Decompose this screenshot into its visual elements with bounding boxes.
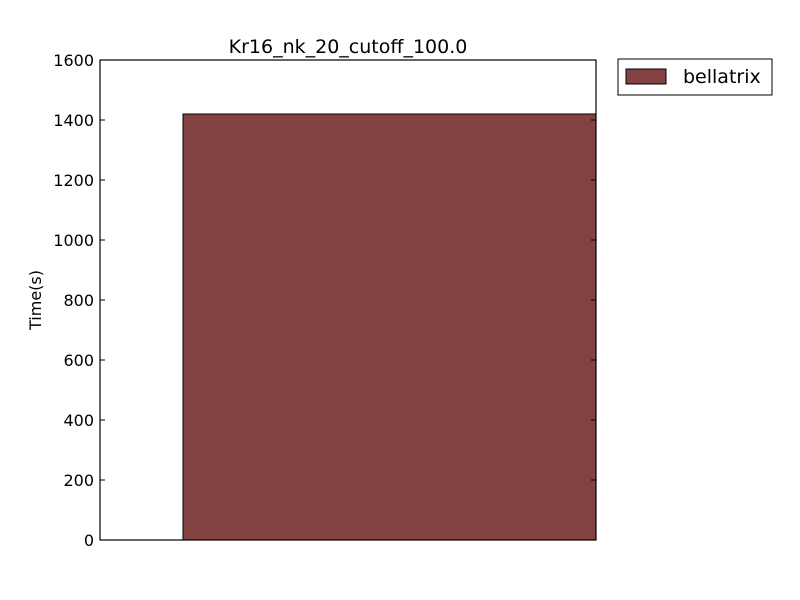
y-ticks-group: 0 200 400 600 800 1000 1200 1400 1600	[53, 51, 596, 550]
y-tick-label: 800	[63, 291, 94, 310]
y-tick-label: 600	[63, 351, 94, 370]
y-tick-label: 0	[84, 531, 94, 550]
y-tick-label: 400	[63, 411, 94, 430]
chart-title: Kr16_nk_20_cutoff_100.0	[229, 36, 468, 58]
y-tick-label: 1600	[53, 51, 94, 70]
bar-bellatrix-0	[182, 113, 597, 541]
bars-group	[182, 113, 597, 541]
y-axis-label: Time(s)	[26, 270, 45, 331]
y-tick-label: 1000	[53, 231, 94, 250]
y-tick-label: 200	[63, 471, 94, 490]
y-tick-label: 1200	[53, 171, 94, 190]
legend: bellatrix	[617, 58, 773, 96]
legend-label: bellatrix	[683, 66, 761, 88]
y-tick-label: 1400	[53, 111, 94, 130]
legend-swatch	[625, 68, 667, 85]
